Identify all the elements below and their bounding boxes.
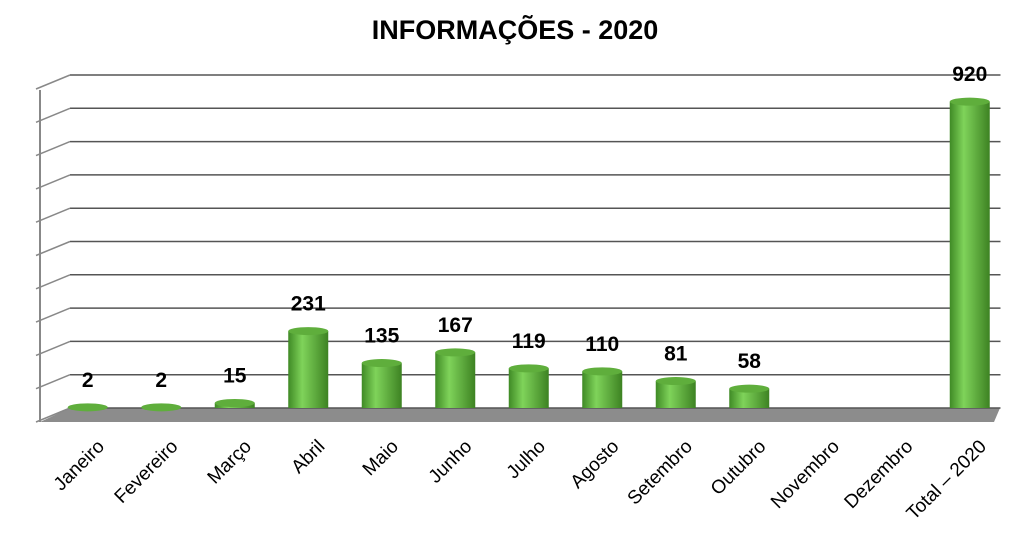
bar [949, 101, 990, 408]
y-tick [35, 274, 71, 290]
data-label: 15 [223, 365, 247, 388]
bar-top [508, 364, 549, 373]
x-tick-label: Maio [359, 436, 403, 480]
x-tick-label: Julho [503, 436, 550, 483]
bar-top [141, 403, 182, 412]
bar [655, 381, 696, 408]
x-tick-label: Fevereiro [111, 436, 183, 508]
x-tick-label: Março [204, 436, 256, 488]
bar [729, 388, 770, 408]
bar [582, 371, 623, 408]
data-label: 119 [512, 330, 546, 353]
y-tick [35, 207, 71, 223]
y-tick [35, 74, 71, 90]
x-tick-label: Outubro [707, 436, 770, 499]
data-label: 231 [291, 293, 326, 316]
x-tick-label: Novembro [767, 436, 844, 513]
chart-title: INFORMAÇÕES - 2020 [372, 14, 659, 45]
bar [435, 352, 476, 408]
bar-top [729, 384, 770, 393]
y-tick [35, 174, 71, 190]
y-tick [35, 240, 71, 257]
bar-top [288, 327, 329, 336]
bar-top [949, 97, 990, 106]
bar-top [67, 403, 108, 412]
x-tick-label: Setembro [624, 436, 697, 509]
y-tick [35, 140, 71, 157]
y-tick [35, 407, 71, 423]
x-tick-label: Janeiro [50, 436, 109, 495]
floor [40, 408, 1000, 422]
bar-top [435, 348, 476, 357]
data-label: 58 [738, 350, 762, 373]
data-label: 81 [664, 343, 688, 366]
bar-top [361, 359, 402, 368]
data-label: 167 [438, 314, 473, 337]
x-tick-label: Total – 2020 [903, 436, 991, 524]
data-label: 135 [364, 325, 399, 348]
data-label: 2 [82, 369, 94, 392]
data-label: 2 [155, 369, 167, 392]
data-label: 110 [585, 333, 619, 356]
data-label: 920 [952, 63, 987, 86]
bar [288, 331, 329, 408]
bar-top [214, 399, 255, 408]
y-tick [35, 307, 71, 323]
x-tick-label: Abril [288, 436, 330, 478]
y-tick [35, 374, 71, 390]
x-tick-label: Dezembro [841, 436, 918, 513]
x-tick-label: Junho [425, 436, 476, 487]
bar-top [655, 377, 696, 386]
y-tick [35, 340, 71, 357]
bar-top [582, 367, 623, 376]
x-tick-label: Agosto [567, 436, 624, 493]
bar [508, 368, 549, 408]
bar [361, 363, 402, 408]
y-tick [35, 107, 71, 123]
